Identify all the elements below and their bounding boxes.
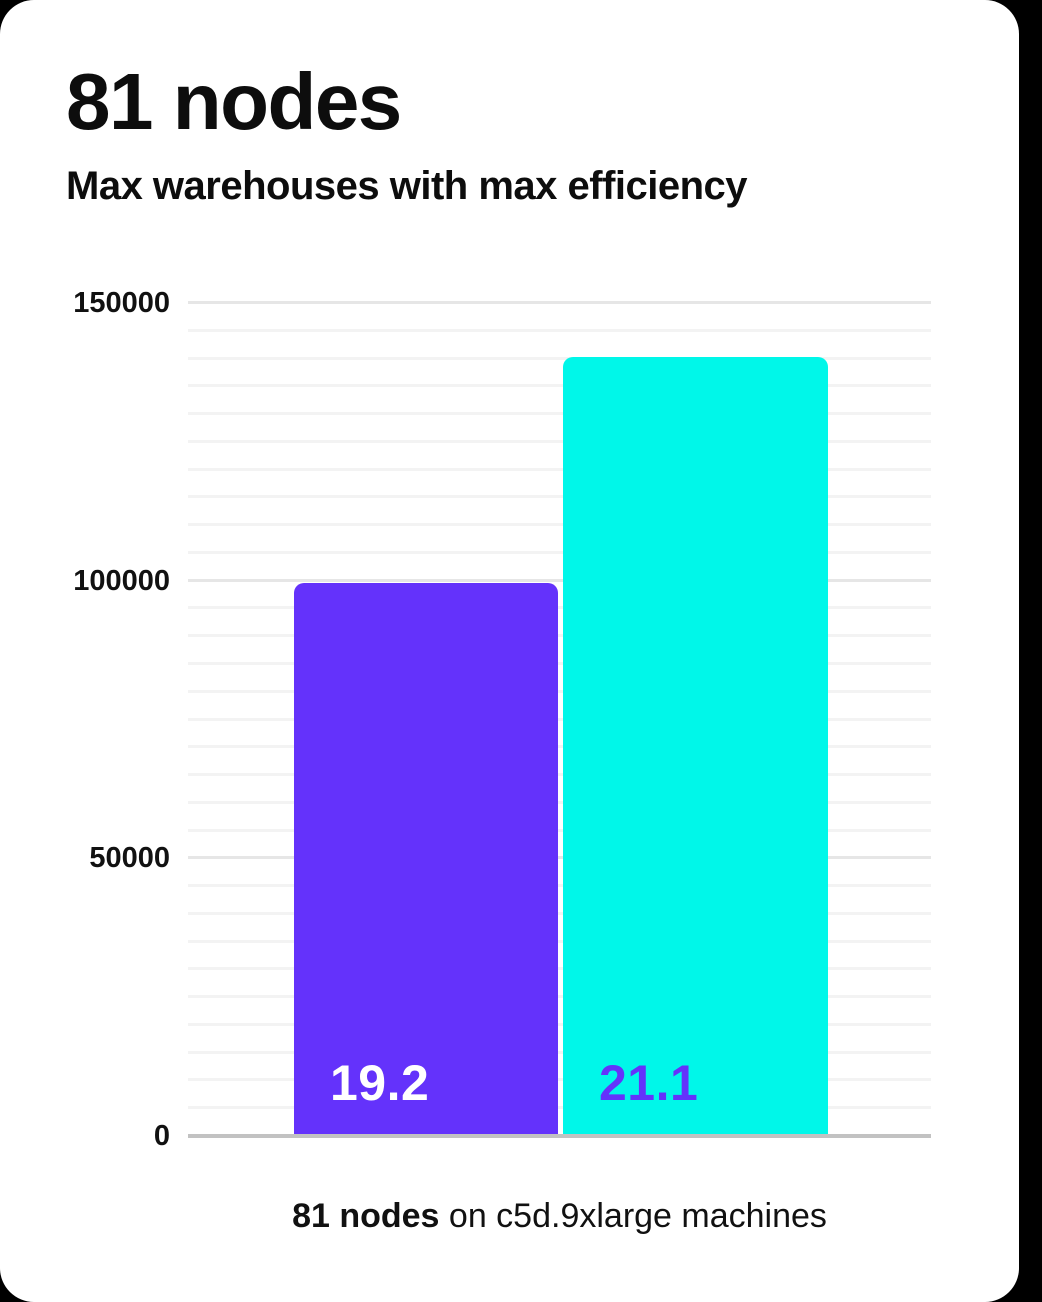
gridline-minor <box>188 967 931 971</box>
y-tick-label: 150000 <box>73 287 170 319</box>
gridline-minor <box>188 661 931 665</box>
y-tick-label: 100000 <box>73 564 170 597</box>
gridline-minor <box>188 1050 931 1054</box>
gridline-minor <box>188 1106 931 1110</box>
gridline-minor <box>188 939 931 943</box>
gridline-minor <box>188 995 931 999</box>
bar-value-1-label: 19.2 <box>330 1055 430 1111</box>
gridline-minor <box>188 467 931 471</box>
caption-regular-text: on c5d.9xlarge machines <box>439 1197 827 1235</box>
chart-subtitle: Max warehouses with max efficiency <box>66 164 748 208</box>
gridline-minor <box>188 384 931 388</box>
gridline-minor <box>188 356 931 360</box>
bar-value-2: 21.1 <box>563 357 828 1134</box>
gridline-major <box>188 578 931 582</box>
gridline-minor <box>188 439 931 443</box>
gridline-major <box>188 301 931 304</box>
gridline-minor <box>188 773 931 777</box>
plot-area: 19.2 21.1 <box>188 301 931 1138</box>
gridline-major <box>188 856 931 860</box>
gridline-minor <box>188 550 931 554</box>
chart-title: 81 nodes <box>66 57 402 146</box>
gridline-minor <box>188 412 931 416</box>
gridline-minor <box>188 717 931 721</box>
gridline-minor <box>188 523 931 527</box>
gridline-minor <box>188 800 931 804</box>
gridline-minor <box>188 495 931 499</box>
chart-card: 81 nodes Max warehouses with max efficie… <box>0 0 1019 1302</box>
y-tick-label: 50000 <box>89 842 170 875</box>
bar-value-1: 19.2 <box>294 583 558 1134</box>
gridline-minor <box>188 634 931 638</box>
gridline-minor <box>188 689 931 693</box>
gridline-minor <box>188 1078 931 1082</box>
gridline-minor <box>188 328 931 332</box>
gridline-minor <box>188 884 931 888</box>
caption: 81 nodes on c5d.9xlarge machines <box>188 1197 931 1236</box>
gridline-minor <box>188 911 931 915</box>
gridline-minor <box>188 606 931 610</box>
gridline-minor <box>188 1022 931 1026</box>
y-axis-tick-labels: 150000 100000 50000 0 <box>0 287 170 1152</box>
y-tick-label: 0 <box>153 1120 170 1152</box>
bar-value-2-label: 21.1 <box>599 1055 699 1111</box>
gridline-minor <box>188 745 931 749</box>
x-axis-line <box>188 1134 931 1138</box>
caption-bold-text: 81 nodes <box>292 1197 440 1235</box>
gridline-minor <box>188 828 931 832</box>
